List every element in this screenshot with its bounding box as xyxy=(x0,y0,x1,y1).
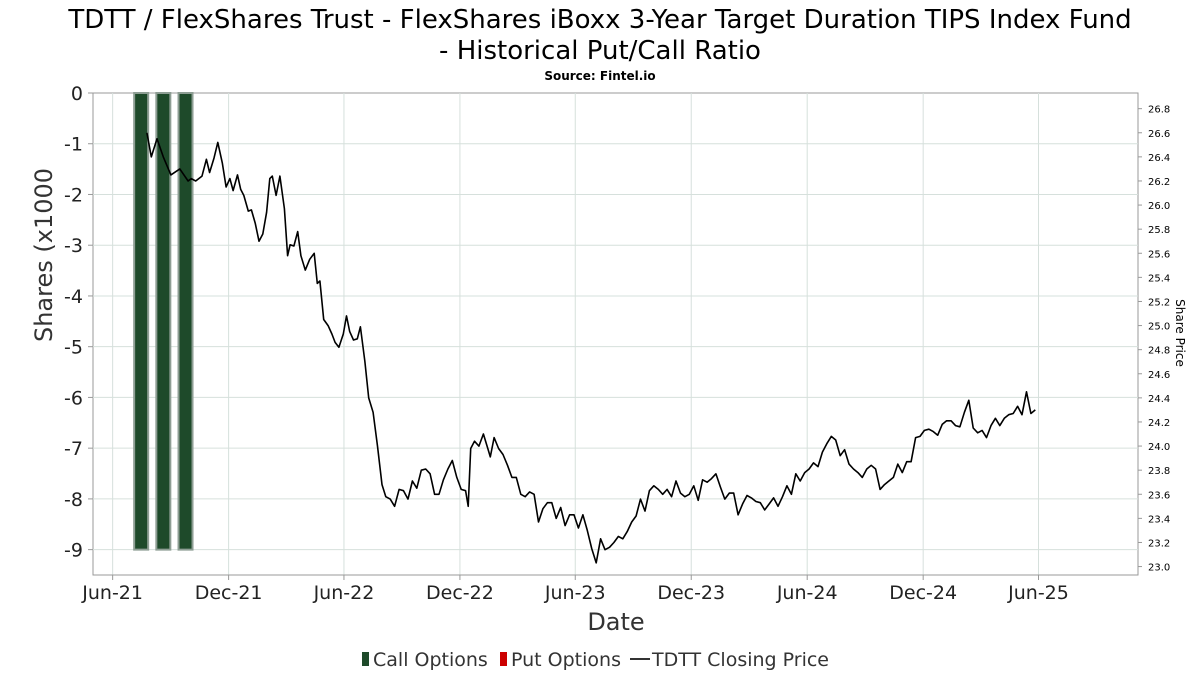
x-tick-label: Dec-23 xyxy=(657,582,725,604)
legend-put-label: Put Options xyxy=(511,649,621,671)
chart-subtitle: Source: Fintel.io xyxy=(544,69,655,83)
right-tick-label: 25.8 xyxy=(1148,225,1170,236)
left-axis-label: Shares (x1000 xyxy=(30,168,58,342)
right-tick-label: 26.2 xyxy=(1148,177,1170,188)
left-axis-ticks: 0 -1 -2 -3 -4 -5 -6 -7 -8 -9 xyxy=(64,83,93,562)
right-tick-label: 24.4 xyxy=(1148,394,1170,405)
right-axis-label: Share Price xyxy=(1173,299,1187,367)
left-tick-label: -9 xyxy=(64,540,83,562)
right-tick-label: 26.8 xyxy=(1148,105,1170,116)
right-tick-label: 24.8 xyxy=(1148,346,1170,357)
right-axis-ticks: 26.8 26.6 26.4 26.2 26.0 25.8 25.6 25.4 25.2 25.0… xyxy=(1138,105,1170,574)
call-option-bar xyxy=(177,92,194,551)
legend-put-swatch xyxy=(500,652,507,666)
right-tick-label: 23.8 xyxy=(1148,466,1170,477)
call-option-bar xyxy=(155,92,172,551)
x-tick-label: Jun-23 xyxy=(544,582,606,604)
right-tick-label: 26.6 xyxy=(1148,129,1170,140)
right-tick-label: 26.4 xyxy=(1148,153,1170,164)
left-tick-label: -2 xyxy=(64,184,83,206)
call-option-bars xyxy=(133,92,194,551)
call-option-bar xyxy=(133,92,150,551)
right-tick-label: 24.2 xyxy=(1148,418,1170,429)
x-tick-label: Jun-21 xyxy=(81,582,143,604)
right-tick-label: 25.4 xyxy=(1148,273,1170,284)
x-tick-label: Dec-21 xyxy=(195,582,263,604)
left-tick-label: -1 xyxy=(64,134,83,156)
left-tick-label: -4 xyxy=(64,286,83,308)
x-tick-label: Jun-25 xyxy=(1007,582,1069,604)
right-tick-label: 24.0 xyxy=(1148,442,1170,453)
left-tick-label: -6 xyxy=(64,387,83,409)
x-tick-label: Dec-22 xyxy=(426,582,494,604)
right-tick-label: 24.6 xyxy=(1148,370,1170,381)
gridlines xyxy=(93,93,1138,575)
right-tick-label: 25.0 xyxy=(1148,322,1170,333)
x-axis-ticks: Jun-21 Dec-21 Jun-22 Dec-22 Jun-23 Dec-23 Jun-… xyxy=(81,575,1069,604)
left-tick-label: -3 xyxy=(64,235,83,257)
left-tick-label: -8 xyxy=(64,489,83,511)
left-tick-label: 0 xyxy=(71,83,83,105)
right-tick-label: 25.6 xyxy=(1148,249,1170,260)
legend-call-label: Call Options xyxy=(373,649,488,671)
left-tick-label: -7 xyxy=(64,438,83,460)
x-tick-label: Jun-24 xyxy=(776,582,838,604)
x-tick-label: Dec-24 xyxy=(889,582,957,604)
price-line xyxy=(146,132,1036,564)
right-tick-label: 23.4 xyxy=(1148,514,1170,525)
right-tick-label: 23.6 xyxy=(1148,490,1170,501)
right-tick-label: 25.2 xyxy=(1148,297,1170,308)
chart-title-line-1: TDTT / FlexShares Trust - FlexShares iBo… xyxy=(67,5,1131,35)
legend-call-swatch xyxy=(362,652,369,666)
right-tick-label: 26.0 xyxy=(1148,201,1170,212)
right-tick-label: 23.0 xyxy=(1148,563,1170,574)
legend-price-label: TDTT Closing Price xyxy=(651,649,829,671)
left-tick-label: -5 xyxy=(64,337,83,359)
chart-title-line-2: - Historical Put/Call Ratio xyxy=(439,36,761,66)
x-axis-label: Date xyxy=(587,608,644,636)
right-tick-label: 23.2 xyxy=(1148,538,1170,549)
plot-area xyxy=(92,92,1139,576)
legend: Call Options Put Options TDTT Closing Pr… xyxy=(362,649,829,671)
x-tick-label: Jun-22 xyxy=(313,582,375,604)
